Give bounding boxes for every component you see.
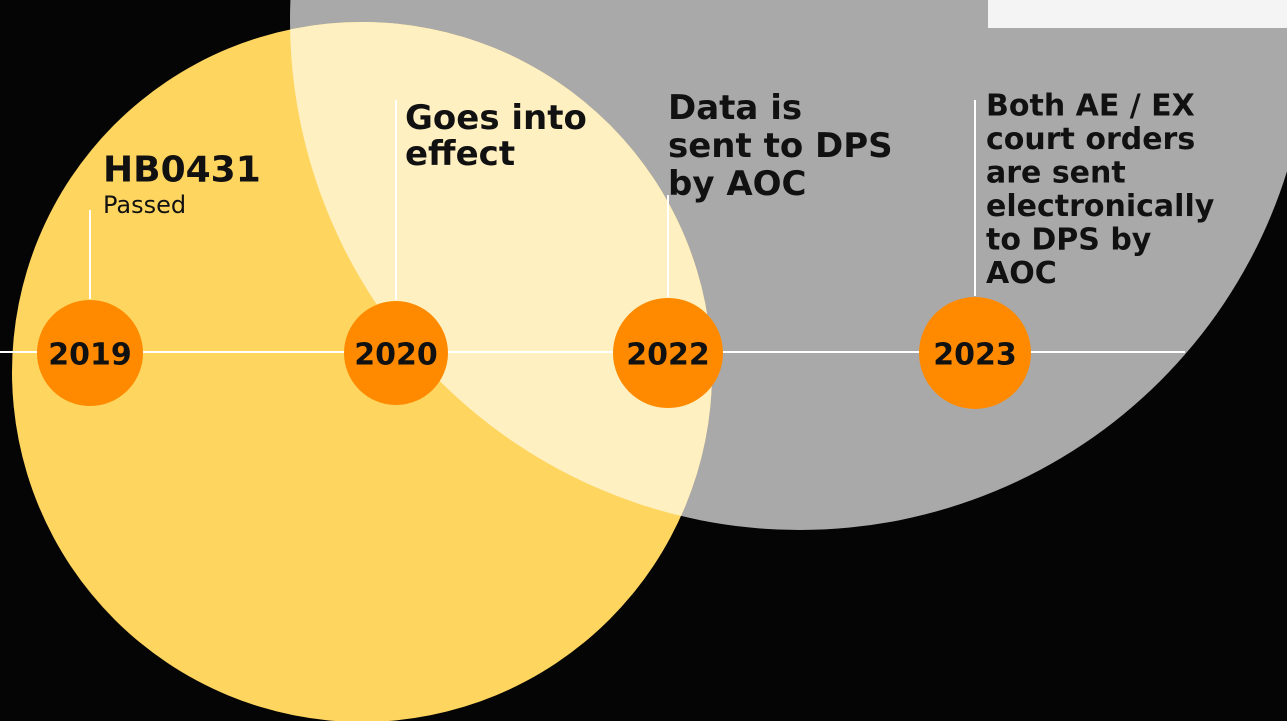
event-title: sent to DPS: [668, 126, 893, 166]
event-title: court orders: [986, 122, 1195, 157]
event-title: by AOC: [668, 164, 807, 204]
event-title: are sent: [986, 156, 1126, 191]
year: 2023: [933, 338, 1017, 373]
event-title: effect: [405, 134, 515, 174]
event-title: Goes into: [405, 98, 587, 138]
event-title: Data is: [668, 88, 802, 128]
inset-image: [988, 0, 1287, 28]
year: 2020: [354, 338, 438, 373]
slide: 2019 HB0431Passed 2020 Goes intoeffect 2022 D…: [0, 0, 1287, 721]
year: 2022: [626, 338, 710, 373]
event-title: Both AE / EX: [986, 89, 1195, 124]
event-title: to DPS by: [986, 223, 1152, 258]
year: 2019: [48, 338, 132, 373]
event-subtitle: Passed: [103, 191, 186, 219]
event-title: electronically: [986, 189, 1215, 224]
event-title: HB0431: [103, 150, 261, 191]
event-title: AOC: [986, 256, 1057, 291]
page: 2019 HB0431Passed 2020 Goes intoeffect 2022 D…: [0, 0, 1287, 721]
